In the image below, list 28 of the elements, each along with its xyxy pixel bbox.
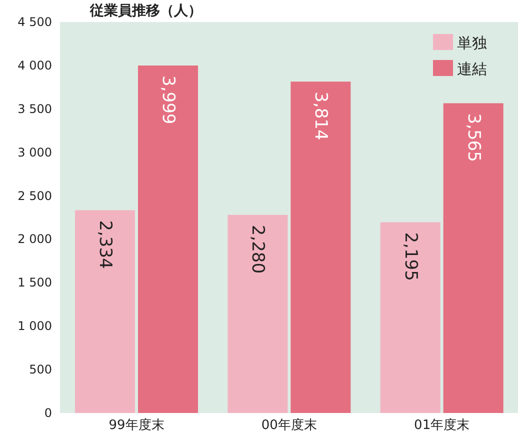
data-label: 3,814 — [310, 92, 331, 140]
bar — [443, 103, 504, 413]
y-tick-label: 4 500 — [18, 15, 52, 29]
data-label: 2,195 — [400, 232, 420, 281]
data-label: 3,999 — [158, 76, 178, 124]
legend-label: 単独 — [457, 34, 487, 52]
y-tick-label: 3 000 — [18, 145, 52, 160]
legend-label: 連結 — [457, 60, 487, 78]
x-tick-label: 00年度末 — [261, 417, 317, 433]
data-label: 2,334 — [95, 220, 115, 269]
y-tick-label: 1 000 — [18, 319, 52, 334]
x-tick-label: 01年度末 — [414, 417, 470, 433]
y-tick-label: 1 500 — [18, 276, 52, 290]
bar — [290, 82, 351, 413]
y-tick-label: 3 500 — [18, 102, 52, 116]
y-tick-label: 2 500 — [18, 188, 52, 203]
bar — [228, 214, 288, 413]
data-label: 3,565 — [463, 113, 484, 162]
bar — [380, 222, 440, 413]
y-tick-label: 4 000 — [18, 58, 52, 72]
y-tick-label: 0 — [44, 406, 52, 420]
data-label: 2,280 — [248, 224, 268, 274]
y-tick-label: 2 000 — [18, 232, 52, 246]
x-tick-label: 99年度末 — [108, 417, 164, 433]
bar — [75, 210, 135, 413]
bar — [138, 66, 198, 413]
chart-title: 従業員推移（人） — [89, 3, 202, 19]
y-tick-label: 500 — [29, 362, 52, 377]
